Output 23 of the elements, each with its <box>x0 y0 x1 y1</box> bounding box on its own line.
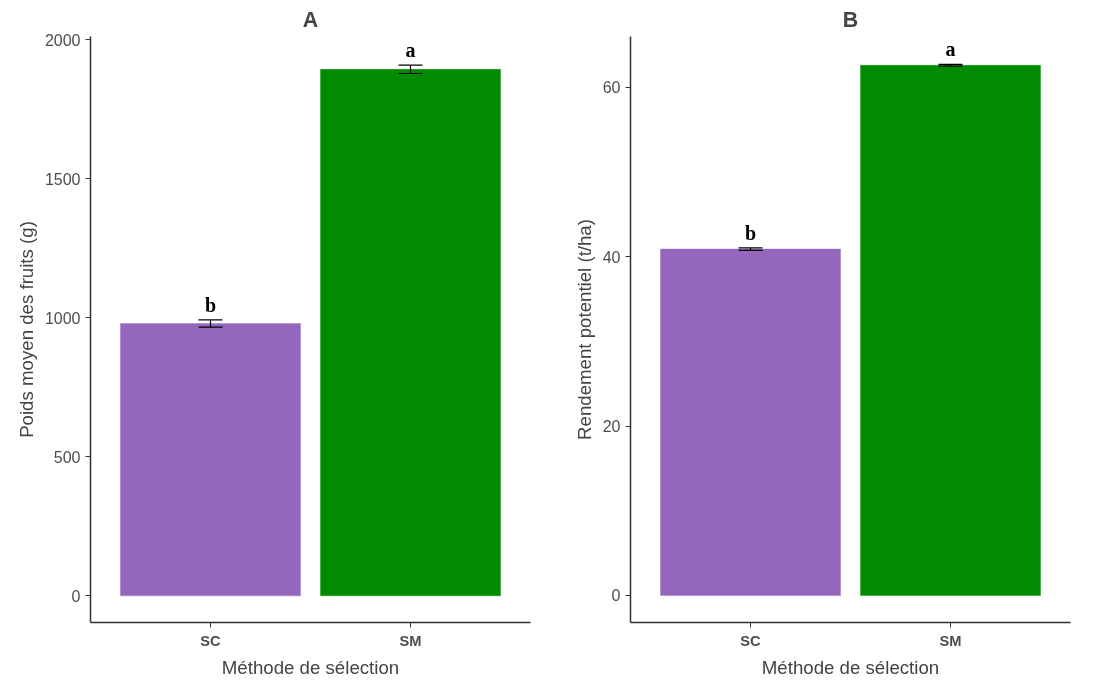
chart-title: B <box>842 7 859 32</box>
y-tick-label: 0 <box>611 587 621 605</box>
annotation: b <box>744 221 757 244</box>
y-tick-label: 1000 <box>44 309 81 327</box>
x-axis-title: Méthode de sélection <box>761 656 940 678</box>
y-tick-label: 60 <box>602 79 621 97</box>
x-tick-label: SM <box>399 632 422 649</box>
x-tick-label: SC <box>740 632 762 649</box>
y-tick-label: 0 <box>71 587 81 605</box>
y-tick-label: 1500 <box>44 170 81 188</box>
annotation: b <box>204 293 217 316</box>
annotation: a <box>945 38 956 61</box>
x-tick-label: SM <box>939 632 962 649</box>
x-axis-title: Méthode de sélection <box>221 656 400 678</box>
annotation: a <box>405 39 416 62</box>
y-tick-label: 2000 <box>44 31 81 49</box>
y-tick-label: 500 <box>53 448 81 466</box>
chart-title: A <box>302 7 319 32</box>
x-tick-label: SC <box>200 632 222 649</box>
y-axis-title: Rendement potentiel (t/ha) <box>573 219 595 440</box>
y-axis-title: Poids moyen des fruits (g) <box>15 221 37 438</box>
y-tick-label: 20 <box>602 418 621 436</box>
y-tick-label: 40 <box>602 248 621 266</box>
